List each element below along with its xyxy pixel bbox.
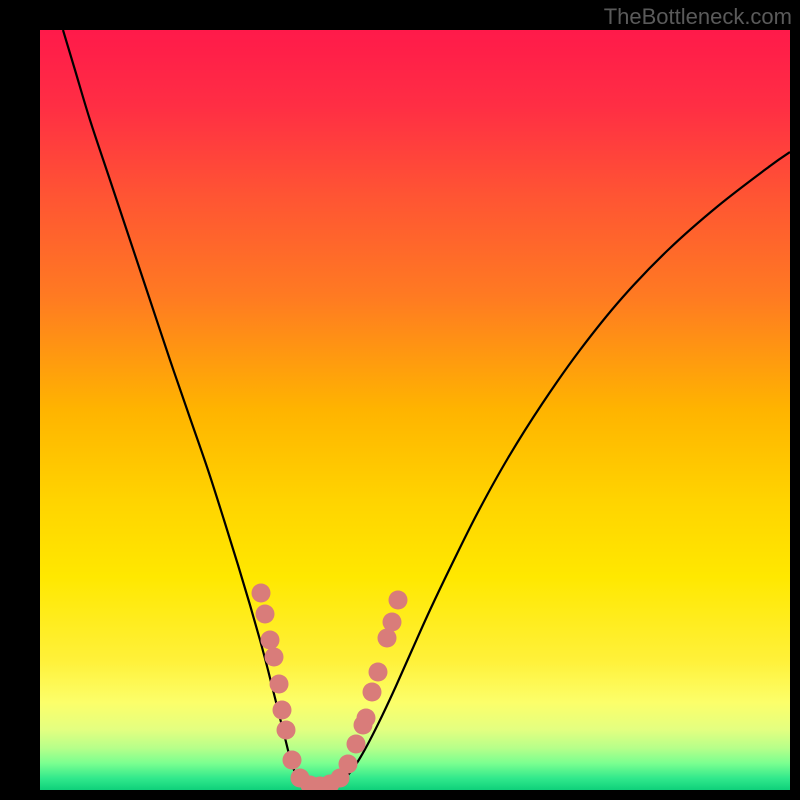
bottleneck-curve-left bbox=[63, 30, 320, 787]
scatter-point bbox=[256, 605, 275, 624]
scatter-point bbox=[283, 751, 302, 770]
bottleneck-curve-right bbox=[320, 152, 790, 787]
scatter-point bbox=[339, 755, 358, 774]
curve-overlay bbox=[40, 30, 790, 790]
scatter-point bbox=[369, 663, 388, 682]
scatter-point bbox=[261, 631, 280, 650]
plot-area bbox=[40, 30, 790, 790]
scatter-markers bbox=[252, 584, 408, 791]
scatter-point bbox=[383, 613, 402, 632]
scatter-point bbox=[277, 721, 296, 740]
scatter-point bbox=[389, 591, 408, 610]
watermark-text: TheBottleneck.com bbox=[604, 4, 792, 30]
scatter-point bbox=[357, 709, 376, 728]
scatter-point bbox=[265, 648, 284, 667]
scatter-point bbox=[363, 683, 382, 702]
chart-container: TheBottleneck.com bbox=[0, 0, 800, 800]
scatter-point bbox=[270, 675, 289, 694]
scatter-point bbox=[347, 735, 366, 754]
scatter-point bbox=[273, 701, 292, 720]
scatter-point bbox=[252, 584, 271, 603]
